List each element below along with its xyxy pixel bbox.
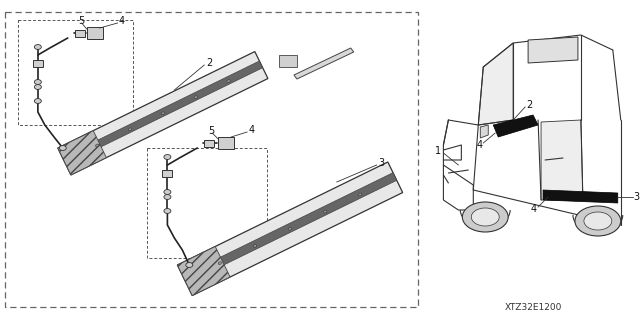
Bar [18, 20, 132, 125]
Bar [75, 29, 84, 36]
Bar [147, 148, 267, 258]
Ellipse shape [584, 212, 612, 230]
Ellipse shape [164, 209, 171, 213]
Text: 1: 1 [435, 146, 442, 156]
Text: 2: 2 [526, 100, 532, 110]
Text: 5: 5 [208, 126, 214, 136]
Bar [218, 137, 234, 149]
Polygon shape [541, 120, 583, 200]
Text: 4: 4 [476, 140, 483, 150]
Text: 5: 5 [77, 16, 84, 26]
Polygon shape [177, 162, 403, 296]
Ellipse shape [164, 195, 171, 199]
Polygon shape [294, 48, 354, 79]
Ellipse shape [253, 245, 257, 247]
Ellipse shape [35, 79, 42, 85]
Text: 3: 3 [634, 192, 640, 202]
Ellipse shape [575, 206, 621, 236]
Polygon shape [58, 131, 106, 175]
Ellipse shape [227, 80, 230, 83]
Bar [86, 27, 102, 39]
Ellipse shape [323, 210, 327, 213]
Ellipse shape [358, 193, 362, 196]
Polygon shape [480, 125, 488, 138]
Bar [163, 169, 172, 176]
Ellipse shape [194, 96, 197, 99]
Polygon shape [62, 61, 262, 164]
Ellipse shape [95, 144, 99, 147]
Ellipse shape [35, 99, 42, 103]
Bar [5, 12, 419, 307]
Ellipse shape [164, 189, 171, 195]
Polygon shape [58, 52, 268, 175]
Text: 4: 4 [531, 204, 537, 214]
Polygon shape [182, 173, 397, 283]
Polygon shape [543, 190, 618, 203]
Bar [204, 139, 214, 146]
Polygon shape [177, 247, 230, 296]
Ellipse shape [471, 208, 499, 226]
Bar [33, 60, 43, 66]
Text: 3: 3 [379, 158, 385, 168]
Ellipse shape [129, 128, 132, 131]
Polygon shape [478, 43, 513, 125]
Ellipse shape [60, 145, 67, 151]
Text: 4: 4 [248, 125, 254, 135]
Text: 2: 2 [206, 58, 212, 68]
Text: XTZ32E1200: XTZ32E1200 [504, 303, 562, 313]
Ellipse shape [218, 262, 221, 264]
Ellipse shape [164, 154, 171, 160]
Text: 4: 4 [118, 16, 125, 26]
Ellipse shape [35, 45, 42, 49]
Ellipse shape [186, 263, 193, 267]
Ellipse shape [289, 227, 292, 230]
Bar [279, 55, 297, 67]
Ellipse shape [462, 202, 508, 232]
Polygon shape [528, 37, 578, 63]
Ellipse shape [161, 112, 164, 115]
Polygon shape [493, 115, 538, 137]
Ellipse shape [35, 85, 42, 89]
